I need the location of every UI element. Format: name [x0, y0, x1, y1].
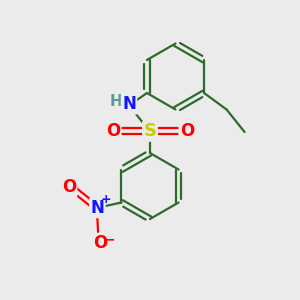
Text: S: S [143, 122, 157, 140]
Text: N: N [122, 95, 136, 113]
Text: −: − [104, 232, 116, 246]
Text: O: O [180, 122, 194, 140]
Text: +: + [101, 193, 112, 206]
Text: O: O [93, 234, 107, 252]
Text: N: N [91, 199, 104, 217]
Text: H: H [110, 94, 123, 110]
Text: O: O [62, 178, 76, 196]
Text: O: O [106, 122, 120, 140]
